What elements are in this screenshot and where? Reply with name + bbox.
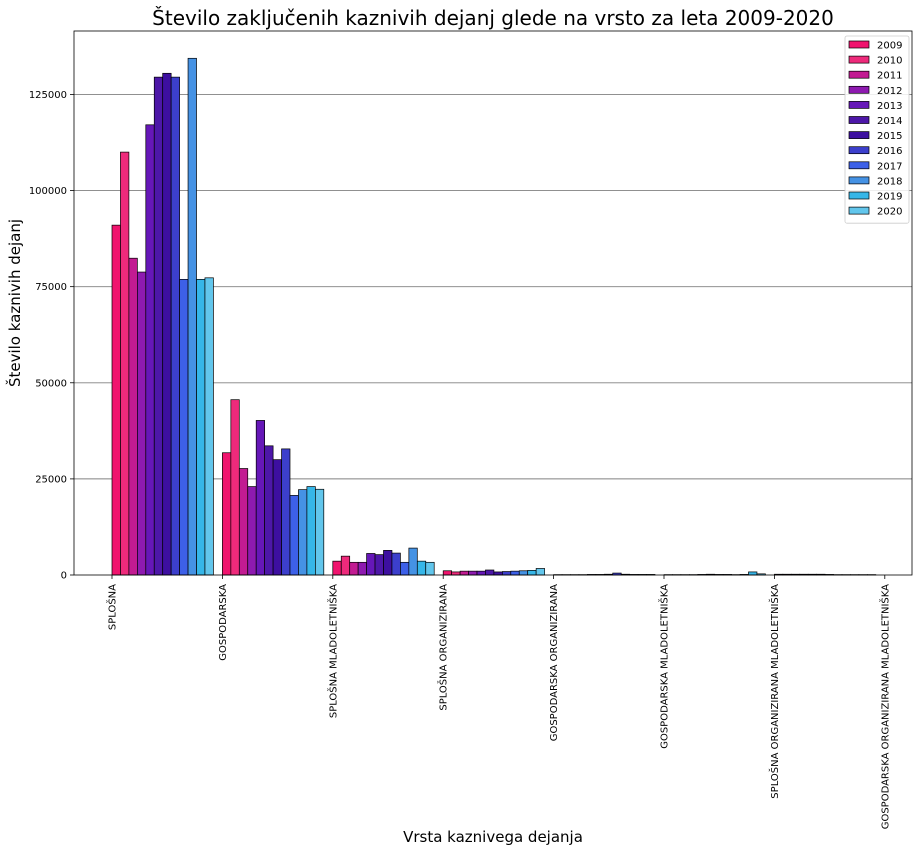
x-tick-label: SPLOŠNA MLADOLETNIŠKA <box>326 584 339 718</box>
bars-layer <box>111 57 877 576</box>
bar-2014-2 <box>374 554 384 576</box>
bar-2018-2 <box>408 547 418 576</box>
legend-label-2015: 2015 <box>877 131 902 142</box>
legend-swatch-2019 <box>848 191 870 200</box>
legend-swatch-2014 <box>848 116 870 124</box>
legend-swatch-2013 <box>848 101 870 109</box>
legend: 2009 2010 2011 2012 2013 2014 2015 2016 2017 2018… <box>844 35 910 224</box>
bar-2017-3 <box>510 570 520 576</box>
bar-2012-1 <box>247 486 257 576</box>
bar-2018-3 <box>518 570 529 576</box>
bar-2020-2 <box>425 561 435 576</box>
y-tick-label: 50000 <box>35 378 67 389</box>
bar-2014-0 <box>153 76 164 576</box>
legend-swatch-2012 <box>848 85 870 94</box>
legend-label-2017: 2017 <box>877 161 902 172</box>
x-tick-label: GOSPODARSKA ORGANIZIRANA MLADOLETNIŠKA <box>878 584 891 829</box>
bar-2016-3 <box>502 571 512 576</box>
bar-2020-0 <box>204 277 214 576</box>
y-tick-label: 0 <box>61 571 67 582</box>
bar-2019-1 <box>306 486 316 576</box>
bar-2013-2 <box>366 553 376 576</box>
x-tick-label: GOSPODARSKA <box>218 584 229 661</box>
bar-2013-0 <box>145 124 155 576</box>
bar-2012-3 <box>468 570 478 576</box>
y-tick-label: 125000 <box>29 90 67 101</box>
bar-2016-2 <box>391 552 401 576</box>
legend-swatch-2018 <box>848 176 870 185</box>
x-tick-label: GOSPODARSKA ORGANIZIRANA <box>549 584 560 741</box>
x-tick-label: SPLOŠNA <box>106 584 119 630</box>
bar-2010-3 <box>451 571 461 576</box>
bar-2015-1 <box>272 459 282 576</box>
legend-label-2011: 2011 <box>877 71 902 82</box>
bar-2018-0 <box>187 57 197 576</box>
legend-label-2013: 2013 <box>877 101 902 112</box>
y-tick-label: 75000 <box>35 282 67 293</box>
legend-label-2012: 2012 <box>877 86 902 97</box>
bar-2009-2 <box>332 560 342 576</box>
x-tick-label: GOSPODARSKA MLADOLETNIŠKA <box>658 584 671 749</box>
bar-2019-3 <box>527 570 537 576</box>
bar-2017-1 <box>289 495 299 576</box>
legend-label-2019: 2019 <box>877 192 902 203</box>
bar-2018-1 <box>298 489 308 576</box>
legend-label-2020: 2020 <box>877 207 902 218</box>
bar-2013-3 <box>476 570 486 576</box>
bar-2010-2 <box>340 555 351 576</box>
legend-box <box>844 35 910 224</box>
legend-swatch-2015 <box>848 131 870 139</box>
legend-label-2016: 2016 <box>877 146 902 157</box>
bar-2015-3 <box>493 571 503 576</box>
bar-2013-1 <box>255 420 266 576</box>
bar-2015-0 <box>162 72 172 576</box>
y-tick-label: 25000 <box>35 474 67 485</box>
axes-layer: 0 25000 50000 75000 100000 125000 SPLOŠNA GOSPO… <box>29 30 913 829</box>
bar-2015-2 <box>383 550 393 576</box>
legend-label-2014: 2014 <box>877 116 902 127</box>
bar-2010-1 <box>230 399 240 576</box>
bar-2020-3 <box>535 568 545 576</box>
legend-swatch-2016 <box>848 146 870 155</box>
legend-label-2018: 2018 <box>877 176 902 187</box>
bar-2009-0 <box>111 224 121 576</box>
bar-2011-0 <box>128 257 138 576</box>
x-axis-label: Vrsta kaznivega dejanja <box>403 828 583 846</box>
bar-2017-0 <box>179 279 189 576</box>
bar-2014-3 <box>485 569 495 576</box>
bar-2010-0 <box>120 151 130 576</box>
legend-swatch-2017 <box>848 161 870 170</box>
legend-label-2009: 2009 <box>877 41 902 52</box>
legend-swatch-2010 <box>848 55 870 64</box>
bar-2016-0 <box>170 76 180 576</box>
bar-2009-3 <box>442 570 453 576</box>
bar-2020-1 <box>315 488 325 576</box>
bar-2019-0 <box>196 279 206 576</box>
bar-2012-0 <box>137 271 147 576</box>
y-axis-label: Število kaznivih dejanj <box>5 219 24 387</box>
x-tick-label: SPLOŠNA ORGANIZIRANA MLADOLETNIŠKA <box>768 584 781 799</box>
bar-2011-2 <box>349 561 359 576</box>
bar-2019-2 <box>416 560 427 576</box>
bar-2014-1 <box>264 445 274 576</box>
chart-title: Število zaključenih kaznivih dejanj gled… <box>152 6 834 30</box>
y-tick-label: 100000 <box>29 186 67 197</box>
plot-frame <box>73 30 913 576</box>
bar-2012-2 <box>357 561 367 576</box>
bar-2019-5 <box>748 571 758 576</box>
bar-2016-1 <box>281 448 291 576</box>
bar-2017-2 <box>400 561 410 576</box>
bar-2011-3 <box>459 570 469 576</box>
bar-2011-1 <box>238 468 249 576</box>
legend-swatch-2011 <box>848 70 870 79</box>
legend-label-2010: 2010 <box>877 56 902 67</box>
x-tick-label: SPLOŠNA ORGANIZIRANA <box>437 584 450 711</box>
legend-swatch-2009 <box>848 40 870 49</box>
legend-swatch-2020 <box>848 206 870 215</box>
bar-2009-1 <box>222 452 232 576</box>
